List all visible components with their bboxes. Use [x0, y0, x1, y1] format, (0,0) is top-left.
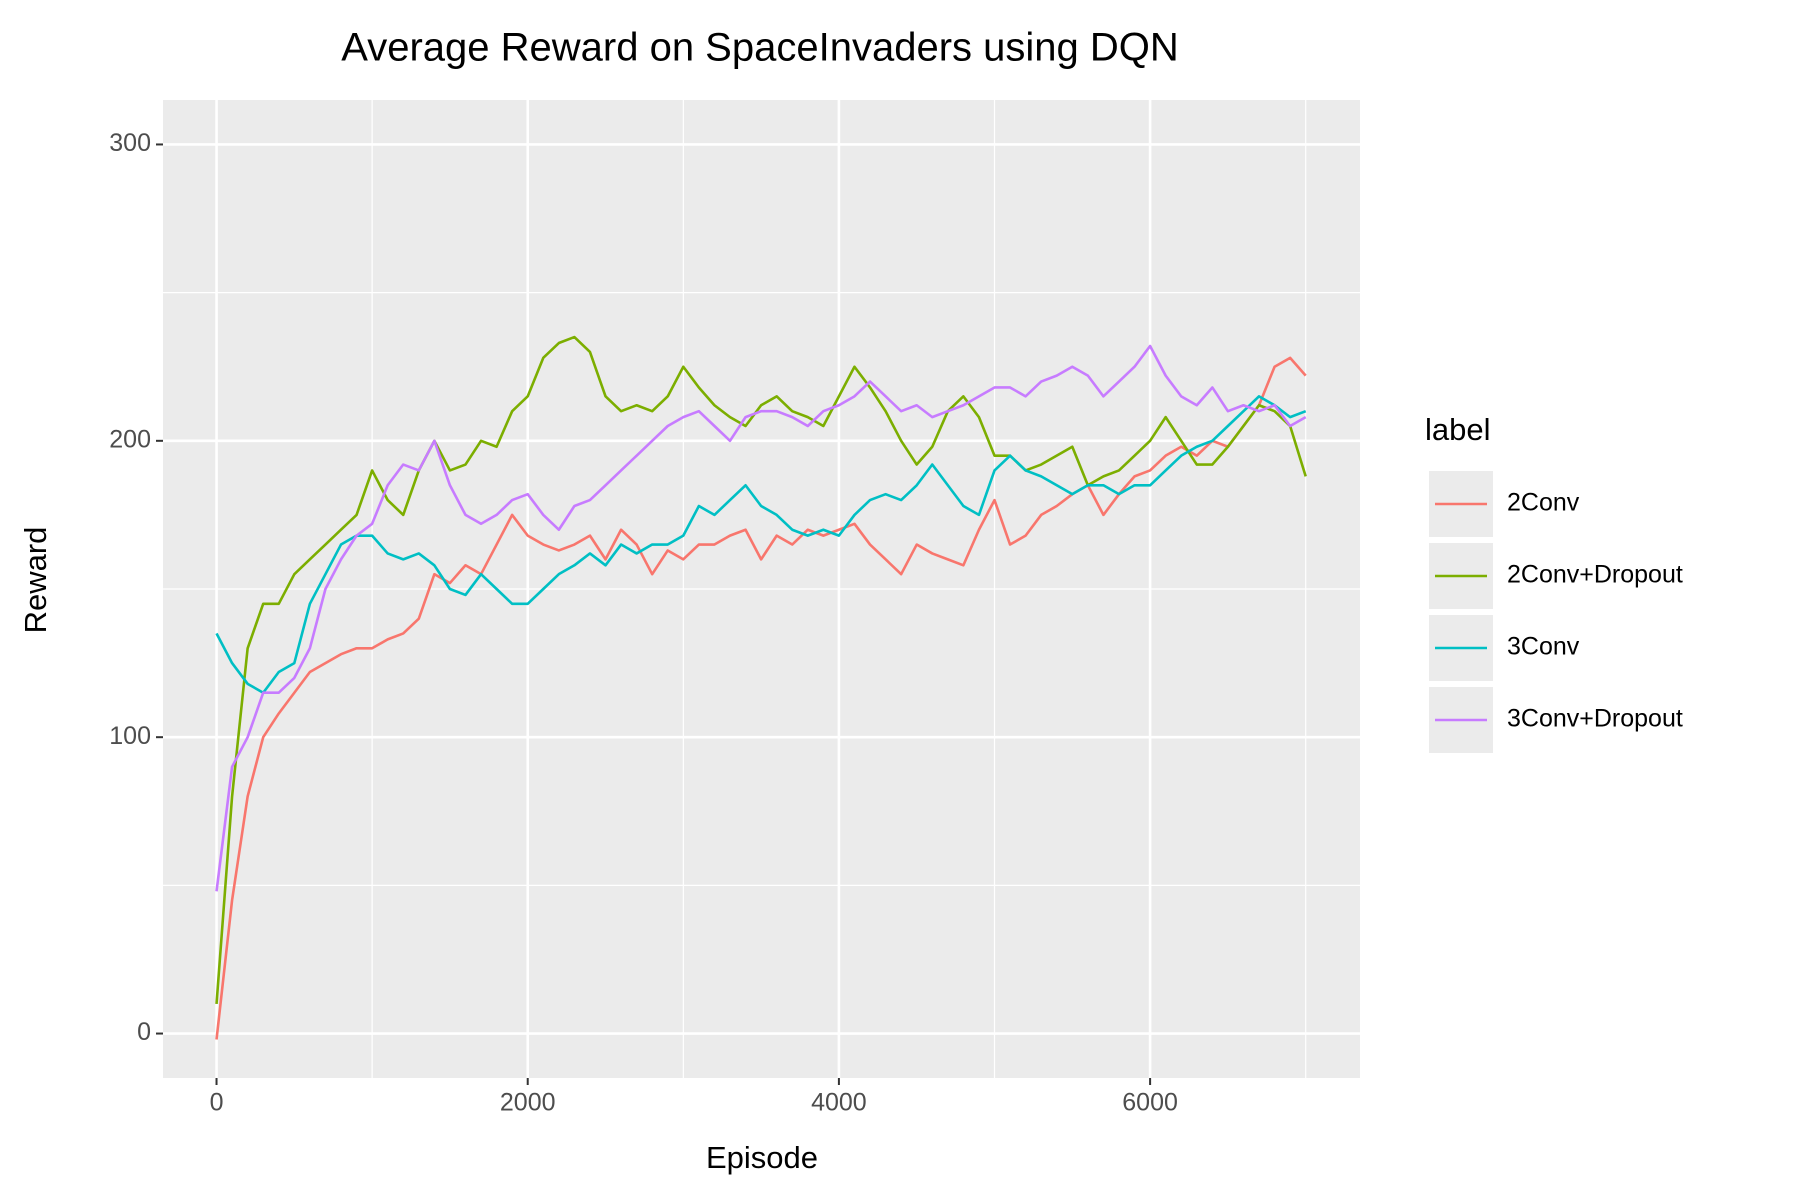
series-line	[215, 335, 1307, 1005]
chart-title: Average Reward on SpaceInvaders using DQ…	[341, 26, 1179, 70]
legend-title: label	[1425, 412, 1491, 447]
x-tick-label: 0	[210, 1089, 224, 1117]
legend-label: 2Conv+Dropout	[1507, 561, 1683, 589]
y-tick-label: 100	[109, 722, 151, 750]
y-tick-label: 0	[137, 1018, 151, 1046]
series-line	[215, 395, 1307, 695]
x-tick-label: 2000	[500, 1089, 556, 1117]
y-axis-title: Reward	[18, 527, 53, 634]
series-line	[215, 344, 1307, 892]
legend-label: 2Conv	[1507, 489, 1580, 517]
legend-label: 3Conv+Dropout	[1507, 705, 1683, 733]
series-line	[215, 356, 1307, 1040]
x-tick-label: 4000	[811, 1089, 867, 1117]
y-tick-label: 200	[109, 425, 151, 453]
x-tick-label: 6000	[1122, 1089, 1178, 1117]
legend-label: 3Conv	[1507, 633, 1580, 661]
y-tick-label: 300	[109, 129, 151, 157]
x-axis-title: Episode	[706, 1140, 818, 1175]
